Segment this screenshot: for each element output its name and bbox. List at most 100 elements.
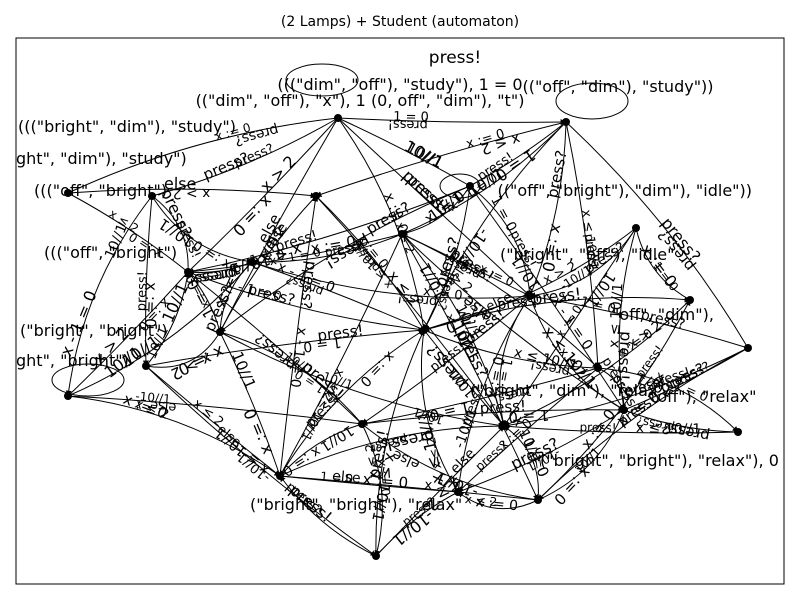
state-label: ght", "bright") xyxy=(16,351,129,370)
transition-edge xyxy=(623,409,739,433)
edge-label: 1 = 0 xyxy=(302,334,342,355)
transition-edge xyxy=(529,121,567,297)
transition-edge xyxy=(457,409,625,493)
transition-edge xyxy=(65,195,153,397)
edge-label: press? xyxy=(200,149,251,184)
transition-edge xyxy=(423,121,567,331)
edge-label: x ≤ 2 xyxy=(363,443,382,480)
edge-label: x := 0 xyxy=(362,470,409,492)
transition-edge xyxy=(503,227,637,427)
transition-edge xyxy=(401,121,567,235)
edge-label: x - 1 = 0 xyxy=(286,326,310,388)
state-node xyxy=(248,258,256,266)
edge-label: x := 0 xyxy=(422,284,463,304)
edge-label: x := 0 xyxy=(375,459,393,497)
edge-label: x > 2 xyxy=(173,185,211,201)
state-label: ((("dim", "off"), "study"), 1 = 0 xyxy=(277,75,522,94)
transition-edge xyxy=(67,192,189,273)
transition-edge xyxy=(423,296,691,331)
state-node xyxy=(534,496,542,504)
transition-edge xyxy=(187,233,403,275)
transition-edge xyxy=(423,329,505,427)
self-loop xyxy=(439,173,481,199)
edge-label: x := 0 xyxy=(475,494,519,514)
state-node xyxy=(358,420,366,428)
transition-edge xyxy=(219,117,339,333)
transition-edge xyxy=(145,365,281,477)
page-title: (2 Lamps) + Student (automaton) xyxy=(280,14,520,30)
plot-frame xyxy=(15,37,785,585)
transition-edge xyxy=(315,195,505,427)
state-node xyxy=(216,328,224,336)
state-node xyxy=(420,326,428,334)
state-node xyxy=(312,192,320,200)
state-node xyxy=(632,224,640,232)
transition-edge xyxy=(145,327,425,367)
transition-edge xyxy=(151,195,253,265)
edge-label: press! xyxy=(579,420,616,435)
transition-edge xyxy=(401,233,599,369)
edge-label: 1 = 0 xyxy=(393,110,429,126)
edge-label: else xyxy=(332,468,362,487)
state-node xyxy=(500,422,508,430)
edge-label: 1 = 0 xyxy=(248,248,286,269)
transition-edge xyxy=(597,367,739,433)
transition-edge xyxy=(145,271,191,367)
transition-edge xyxy=(219,331,281,477)
edge-label: else xyxy=(447,446,478,477)
edge-label: x ≤ 2 xyxy=(190,396,227,430)
transition-edge xyxy=(423,227,637,332)
edge-label: 10//1 xyxy=(228,349,260,392)
edge-label: x := 0 xyxy=(141,282,161,328)
state-node xyxy=(562,118,570,126)
edge-label: x ≤ 10//1 xyxy=(636,420,701,438)
transition-edge xyxy=(401,233,625,411)
edge-label: press! xyxy=(614,331,636,381)
edge-label: -10//1 xyxy=(135,389,171,406)
edge-label: press? xyxy=(324,238,364,259)
state-node xyxy=(398,230,406,238)
transition-edge xyxy=(361,423,383,557)
state-node xyxy=(184,268,192,276)
transition-edge xyxy=(145,331,221,368)
edge-label: x ≤ 2 xyxy=(424,436,444,471)
state-node xyxy=(734,428,742,436)
edge-label: press! xyxy=(582,233,601,271)
state-node xyxy=(686,296,694,304)
state-node xyxy=(276,472,284,480)
state-label: ((("bright", "dim"), "study") xyxy=(18,117,236,136)
edge-label: 1 = 0 xyxy=(493,357,515,395)
transition-edge xyxy=(187,271,425,331)
transition-edge xyxy=(503,347,749,429)
transition-edge xyxy=(361,423,539,501)
transition-edge xyxy=(375,329,425,557)
transition-edge xyxy=(279,475,539,501)
transition-edge xyxy=(67,261,253,397)
transition-edge xyxy=(67,117,339,194)
self-loop xyxy=(555,82,629,120)
transition-edge xyxy=(565,121,601,369)
edge-label: x ≤ 2 xyxy=(464,492,498,509)
transition-edge xyxy=(457,491,539,510)
edge-label: press! xyxy=(388,116,428,132)
transition-edge xyxy=(187,271,363,425)
transition-edge xyxy=(219,185,471,333)
edge-label: press! xyxy=(397,289,439,309)
transition-edge xyxy=(401,185,471,236)
transition-edge xyxy=(315,121,567,198)
transition-edge xyxy=(67,395,281,477)
transition-edge xyxy=(623,347,749,411)
transition-edge xyxy=(251,261,425,331)
transition-edge xyxy=(279,475,377,557)
state-label: ((("off", "bright") xyxy=(34,181,167,200)
state-node xyxy=(64,392,72,400)
transition-edge xyxy=(187,117,339,273)
transition-edge xyxy=(529,295,749,349)
transition-edge xyxy=(279,329,425,477)
edge-label: press? xyxy=(297,260,321,310)
edge-label: x > 2 xyxy=(424,478,460,496)
transition-edge xyxy=(251,261,531,299)
state-node xyxy=(466,182,474,190)
edge-label: 1 = 0 xyxy=(508,406,550,426)
transition-edge xyxy=(618,227,637,411)
